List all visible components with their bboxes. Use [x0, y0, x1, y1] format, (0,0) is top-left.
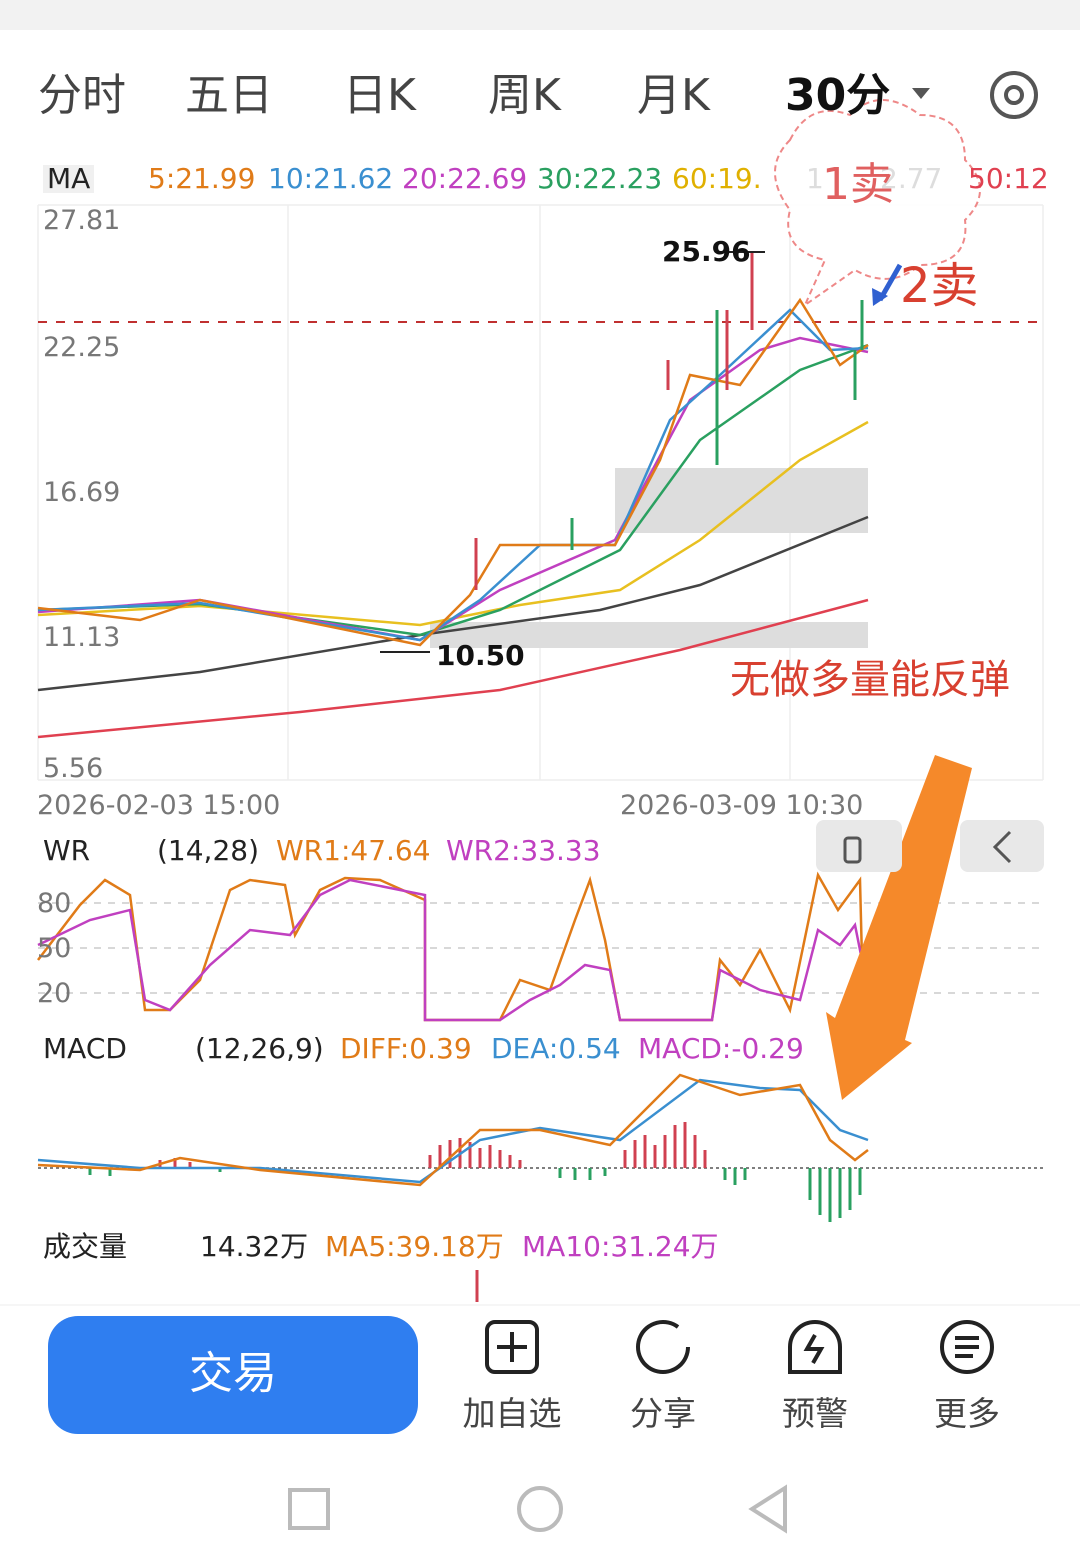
orange-arrow	[826, 755, 972, 1100]
diff-line	[37, 1073, 869, 1187]
volume-ma10: MA10:31.24万	[522, 1230, 719, 1263]
wr1: WR1:47.64	[276, 834, 431, 867]
chevron	[992, 830, 1012, 864]
settings-center	[1004, 85, 1024, 105]
low-label: 10.50	[436, 639, 525, 672]
wr-label[interactable]: WR	[43, 834, 91, 867]
macd-params: (12,26,9)	[195, 1032, 324, 1065]
callout-cloud	[774, 99, 981, 308]
gap-zone	[615, 468, 868, 533]
ma-item: 60:19.	[672, 162, 762, 195]
nav-home[interactable]	[517, 1486, 563, 1532]
action-label[interactable]: 分享	[630, 1394, 696, 1433]
price-label: 22.25	[43, 332, 121, 363]
tab[interactable]: 周K	[488, 70, 561, 121]
rotate-icon	[843, 836, 862, 864]
settings-icon[interactable]	[990, 71, 1038, 119]
annotation: 1卖	[822, 159, 894, 210]
tab[interactable]: 五日	[185, 70, 273, 121]
more-lines	[955, 1336, 979, 1358]
plus	[497, 1332, 527, 1362]
ma-item: 10:21.62	[268, 162, 394, 195]
ma-item: 2.77	[880, 162, 943, 195]
price-label: 5.56	[43, 753, 104, 784]
candles	[474, 252, 864, 590]
ma-item: 5:21.99	[148, 162, 256, 195]
status-bar	[0, 0, 1080, 30]
collapse-button[interactable]	[960, 820, 1044, 872]
more-icon[interactable]	[940, 1320, 994, 1374]
tab-active[interactable]: 30分	[785, 70, 891, 121]
wr2: WR2:33.33	[446, 834, 601, 867]
nav-back[interactable]	[748, 1484, 787, 1534]
trade-text[interactable]: 交易	[189, 1348, 277, 1399]
wr-axis: 80	[37, 888, 72, 919]
gap-zone	[430, 622, 868, 648]
ma-item: 20:22.69	[402, 162, 528, 195]
ma-label[interactable]: MA	[43, 165, 95, 193]
share-icon[interactable]	[636, 1320, 690, 1374]
volume-label[interactable]: 成交量	[43, 1230, 128, 1263]
price-label: 11.13	[43, 622, 121, 653]
ma-item: 30:22.23	[537, 162, 663, 195]
annotation: 无做多量能反弹	[730, 657, 1010, 703]
nav-recent[interactable]	[288, 1488, 330, 1530]
diff: DIFF:0.39	[340, 1032, 472, 1065]
high-label: 25.96	[662, 235, 751, 268]
price-label: 27.81	[43, 205, 121, 236]
ma-item: 1	[806, 162, 824, 195]
tab[interactable]: 月K	[637, 70, 710, 121]
tab[interactable]: 日K	[343, 70, 416, 121]
action-label[interactable]: 更多	[934, 1394, 1000, 1433]
add-icon[interactable]	[485, 1320, 539, 1374]
macd-bars	[88, 1122, 862, 1222]
wr-axis: 20	[37, 978, 72, 1009]
wr2-line	[37, 878, 864, 1022]
macd-value: MACD:-0.29	[638, 1032, 804, 1065]
dea: DEA:0.54	[491, 1032, 621, 1065]
dropdown-caret	[912, 88, 930, 99]
date-label: 2026-03-09 10:30	[620, 790, 864, 821]
alert-icon[interactable]	[788, 1320, 842, 1374]
tab[interactable]: 分时	[38, 70, 126, 121]
trade-button[interactable]	[48, 1316, 418, 1434]
volume-value: 14.32万	[200, 1230, 309, 1263]
wr-axis: 50	[37, 933, 72, 964]
macd-label[interactable]: MACD	[43, 1032, 127, 1065]
ma-lines	[37, 297, 869, 739]
price-label: 16.69	[43, 477, 121, 508]
date-label: 2026-02-03 15:00	[37, 790, 281, 821]
blue-arrow-head	[872, 288, 888, 306]
ma-item: 50:12	[968, 162, 1049, 195]
action-label[interactable]: 加自选	[462, 1394, 562, 1433]
wr-params: (14,28)	[157, 834, 260, 867]
action-label[interactable]: 预警	[782, 1394, 848, 1433]
volume-ma5: MA5:39.18万	[325, 1230, 504, 1263]
annotation: 2卖	[900, 258, 979, 314]
